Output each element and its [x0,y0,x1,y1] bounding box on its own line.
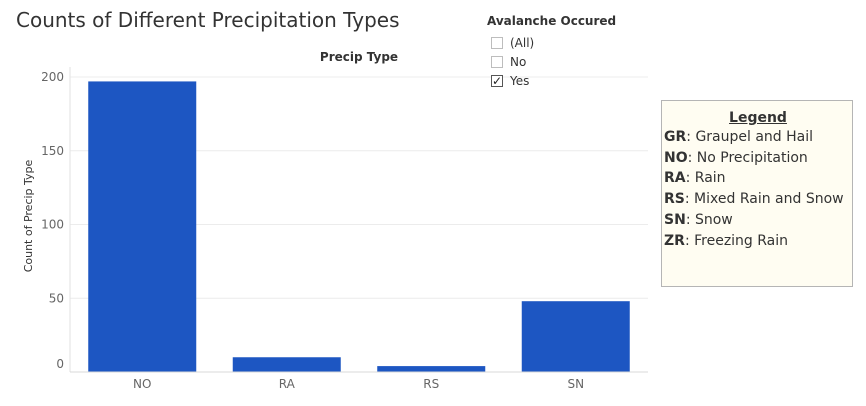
filter-option-label: Yes [510,73,530,88]
legend-desc: : Rain [685,170,726,187]
filter-option-yes[interactable]: ✓ Yes [487,71,647,90]
page-title: Counts of Different Precipitation Types [16,8,400,32]
y-axis-title: Count of Precip Type [22,159,35,272]
checkbox[interactable] [491,55,503,68]
x-tick-label: SN [567,377,584,391]
chart-header: Precip Type [320,50,398,64]
checkbox[interactable] [491,36,503,49]
filter-option-label: (All) [510,35,535,50]
bar [88,81,197,373]
filter-option-all[interactable]: (All) [487,33,647,52]
bar [521,301,630,372]
legend-desc: : No Precipitation [687,149,808,166]
y-tick-label: 50 [49,291,64,305]
y-tick-label: 0 [56,357,64,371]
legend-desc: : Mixed Rain and Snow [684,191,844,208]
legend-item: GR: Graupel and Hail [664,127,852,148]
check-icon: ✓ [492,73,503,88]
x-tick-label: NO [133,377,151,391]
y-tick-label: 100 [41,218,64,232]
y-tick-label: 200 [41,70,64,84]
x-tick-label: RS [423,377,439,391]
bar [377,366,486,372]
x-tick-label: RA [279,377,296,391]
legend-code: NO [664,149,688,166]
bar [232,357,341,372]
legend-code: RS [664,191,685,208]
filter-option-label: No [510,54,527,69]
filter-title: Avalanche Occured [487,14,617,28]
legend-box: Legend GR: Graupel and Hail NO: No Preci… [661,100,853,287]
legend-item: NO: No Precipitation [664,148,852,169]
legend-title: Legend [729,110,787,126]
legend-item: RS: Mixed Rain and Snow [664,189,852,210]
checkbox-checked[interactable]: ✓ [491,73,503,88]
legend-item: SN: Snow [664,210,852,231]
legend-code: SN [664,211,686,228]
avalanche-filter: Avalanche Occured (All) No ✓ Yes [487,14,647,90]
legend-desc: : Snow [685,211,733,228]
legend-code: ZR [664,232,685,249]
legend-item: RA: Rain [664,168,852,189]
legend-desc: : Graupel and Hail [686,129,814,145]
legend-code: GR [664,129,687,145]
filter-option-no[interactable]: No [487,52,647,71]
legend-desc: : Freezing Rain [684,232,789,249]
y-tick-label: 150 [41,144,64,158]
legend-code: RA [664,170,686,187]
legend-item: ZR: Freezing Rain [664,231,852,252]
